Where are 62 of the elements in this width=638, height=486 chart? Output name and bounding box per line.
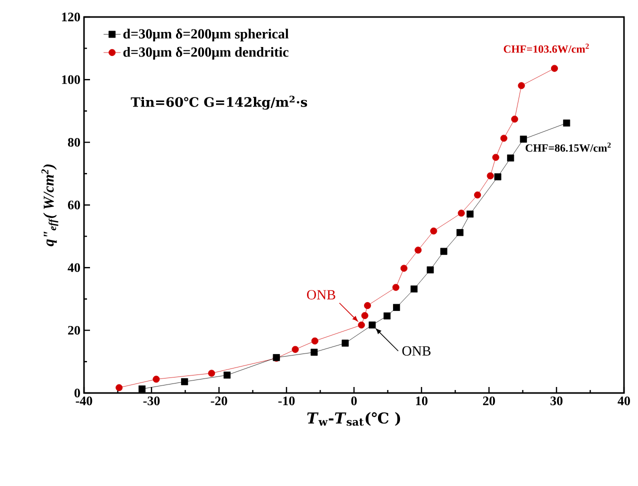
point — [511, 116, 518, 123]
point — [393, 304, 400, 311]
point — [410, 285, 418, 292]
point — [494, 173, 502, 180]
x-tick-label: 0 — [351, 396, 357, 406]
point — [507, 154, 514, 162]
point — [311, 337, 318, 344]
x-tick-label: 10 — [416, 396, 428, 406]
annotation: ONB — [402, 346, 431, 356]
annotation: ONB — [307, 290, 336, 300]
point — [138, 385, 146, 392]
point — [518, 82, 525, 90]
x-tick-label: -40 — [76, 396, 92, 406]
y-tick-label: 60 — [68, 200, 80, 210]
x-tick-label: 20 — [483, 396, 495, 406]
point — [466, 210, 474, 218]
point — [456, 229, 464, 236]
point — [364, 302, 371, 310]
x-tick-label: -10 — [278, 396, 295, 406]
point — [224, 372, 231, 379]
point — [292, 346, 299, 353]
annotation: CHF=103.6W/cm$^{2}$ — [504, 44, 589, 53]
point — [414, 246, 422, 254]
y-tick-label: 40 — [68, 263, 80, 272]
point — [368, 322, 376, 328]
point — [520, 136, 527, 143]
y-tick-label: 100 — [62, 75, 80, 84]
point — [116, 384, 123, 392]
legend-label: d=30μm δ=200μm dendritic — [123, 46, 288, 60]
annotation: CHF=86.15W/cm$^{2}$ — [526, 142, 611, 152]
y-tick-label: 20 — [68, 326, 80, 335]
point — [310, 348, 318, 356]
y-axis-title: q"$_{eff}$( W/cm$^{2}$) — [41, 164, 58, 246]
point — [430, 228, 438, 234]
point — [458, 210, 465, 217]
x-tick-label: -20 — [210, 396, 228, 406]
point — [563, 120, 570, 127]
point — [392, 284, 400, 291]
point — [492, 154, 500, 161]
y-tick-label: 80 — [68, 138, 80, 147]
x-tick-label: 40 — [618, 396, 630, 406]
point — [500, 134, 508, 142]
point — [384, 312, 391, 320]
x-axis-title: T$_{w}$-T$_{sat}$(℃ ) — [307, 412, 400, 426]
point — [550, 64, 558, 72]
point — [181, 378, 188, 386]
x-tick-label: 30 — [550, 396, 562, 406]
y-tick-label: 120 — [62, 12, 80, 22]
point — [208, 370, 216, 377]
point — [474, 191, 482, 198]
point — [342, 340, 349, 347]
y-tick-label: 0 — [74, 388, 80, 398]
legend-label: d=30μm δ=200μm spherical — [123, 28, 289, 42]
x-tick-label: -30 — [143, 396, 160, 406]
point — [152, 376, 160, 383]
annotation: Tin=60℃ G=142kg/m$^{2}$·s — [130, 96, 308, 110]
point — [486, 172, 494, 180]
point — [358, 322, 365, 328]
point — [361, 312, 368, 320]
point — [426, 266, 434, 274]
point — [440, 248, 448, 255]
point — [400, 264, 408, 272]
